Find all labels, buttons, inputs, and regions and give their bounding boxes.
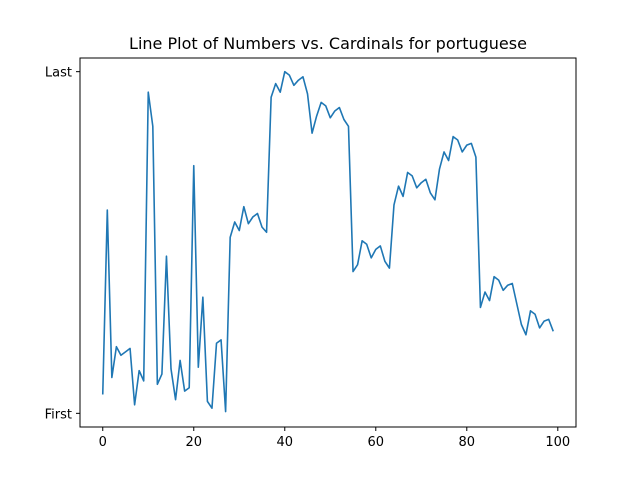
x-tick-label: 40 bbox=[276, 435, 293, 450]
x-tick-label: 20 bbox=[185, 435, 202, 450]
chart-title: Line Plot of Numbers vs. Cardinals for p… bbox=[129, 34, 527, 53]
x-tick-label: 80 bbox=[459, 435, 476, 450]
series-line bbox=[101, 70, 554, 413]
ticks-group: 0 20 40 60 80 100 First Last bbox=[45, 66, 571, 450]
x-tick-label: 100 bbox=[545, 435, 570, 450]
x-tick-label: 0 bbox=[99, 435, 107, 450]
y-tick-label: First bbox=[45, 407, 72, 422]
series-group bbox=[101, 70, 554, 413]
y-tick-label: Last bbox=[45, 66, 72, 81]
x-tick-label: 60 bbox=[368, 435, 385, 450]
plot-frame bbox=[79, 57, 577, 428]
